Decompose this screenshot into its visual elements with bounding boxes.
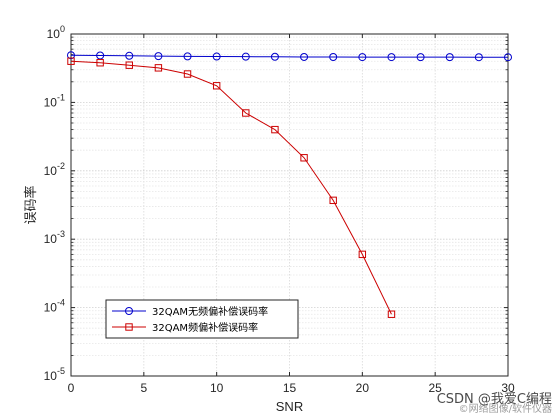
series-2-point: [358, 250, 367, 259]
y-tick-label: 10-1: [44, 92, 65, 109]
series-2-point: [271, 125, 279, 134]
watermark: CSDN @我爱C编程: [437, 392, 552, 407]
series-1-point: [416, 53, 425, 62]
series-1-point: [300, 52, 309, 61]
x-tick-label: 5: [140, 381, 147, 395]
axis-ticks: 0 5 10 15 20 25 30 100 10-1 10-2 10-3 10-4 10-5: [44, 24, 515, 395]
series-1-point: [241, 52, 250, 61]
legend-entry: 32QAM频偏补偿误码率: [112, 321, 258, 334]
legend-marker: [125, 323, 133, 331]
series-2-point: [242, 109, 250, 117]
series-1-point: [358, 53, 367, 62]
legend: 32QAM无频偏补偿误码率 32QAM频偏补偿误码率: [105, 299, 299, 339]
series-2-point: [300, 154, 308, 162]
series-1-point: [67, 51, 75, 60]
x-tick-label: 15: [283, 381, 297, 395]
legend-marker: [125, 307, 133, 315]
series-2-point: [212, 82, 221, 90]
x-tick-label: 0: [68, 381, 75, 395]
series-2-point: [154, 64, 163, 72]
series-1-line: [70, 54, 508, 58]
x-tick-label: 30: [501, 381, 515, 395]
series-1-point: [474, 53, 483, 62]
series-1-point: [125, 51, 134, 60]
y-tick-label: 100: [47, 24, 65, 41]
legend-label: 32QAM无频偏补偿误码率: [152, 305, 268, 318]
y-tick-label: 10-3: [44, 229, 65, 246]
series-1-point: [154, 52, 163, 61]
series-1-point: [270, 52, 279, 61]
y-axis-label: 误码率: [23, 185, 38, 224]
series-1-point: [387, 53, 396, 62]
series-2-line: [70, 60, 392, 315]
series-1-point: [329, 53, 338, 62]
x-tick-label: 25: [428, 381, 442, 395]
x-axis-label: SNR: [276, 399, 303, 414]
series-1-point: [96, 51, 105, 60]
x-tick-label: 10: [210, 381, 224, 395]
y-tick-label: 10-5: [44, 366, 65, 383]
series-1: [67, 51, 512, 62]
series-1-point: [212, 52, 221, 61]
legend-entries: 32QAM无频偏补偿误码率 32QAM频偏补偿误码率: [112, 305, 268, 334]
legend-label: 32QAM频偏补偿误码率: [152, 321, 258, 334]
series-layer: [67, 51, 512, 318]
x-tick-label: 20: [356, 381, 370, 395]
series-2: [67, 57, 396, 318]
y-tick-label: 10-2: [44, 161, 65, 178]
series-2-point: [96, 59, 104, 67]
series-1-point: [445, 53, 454, 62]
series-2-point: [329, 196, 337, 205]
y-tick-label: 10-4: [44, 298, 65, 315]
series-2-point: [125, 61, 133, 69]
series-1-point: [183, 52, 192, 61]
series-1-point: [504, 53, 512, 62]
legend-box: [105, 299, 299, 339]
series-2-point: [387, 310, 396, 318]
legend-entry: 32QAM无频偏补偿误码率: [112, 305, 268, 318]
series-2-point: [67, 57, 75, 65]
watermark-sub: ©网络图像/软件仪器: [459, 402, 552, 415]
series-2-point: [183, 70, 192, 78]
